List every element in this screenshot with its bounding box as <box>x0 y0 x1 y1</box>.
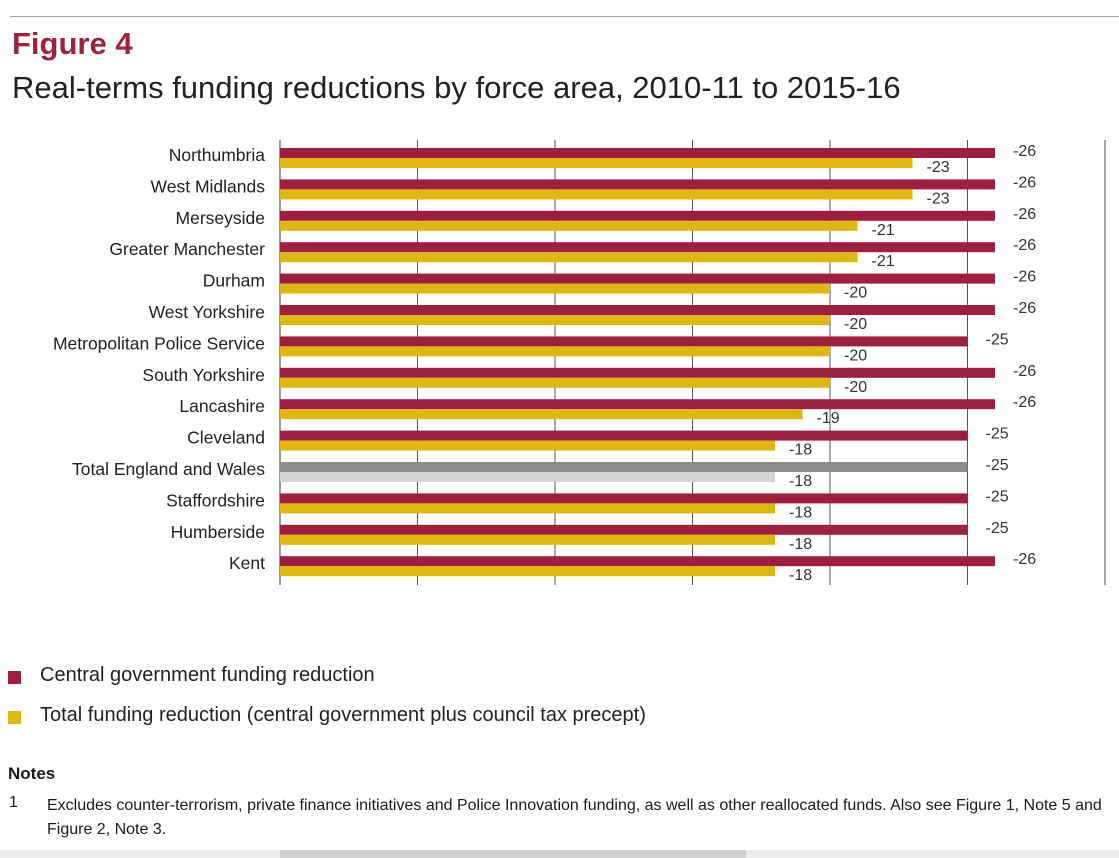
bar-central <box>280 399 995 410</box>
bar-central <box>280 367 995 378</box>
bar-central <box>280 524 968 535</box>
data-label-central: -26 <box>1013 363 1036 380</box>
bar-central <box>280 179 995 190</box>
data-label-central: -25 <box>986 426 1009 443</box>
bar-total <box>280 220 858 231</box>
bar-chart: Northumbria -26 -23 West Midlands -26 -23 Mers… <box>53 140 1106 585</box>
data-label-total: -21 <box>872 222 895 239</box>
bar-central <box>280 462 968 472</box>
bar-total <box>280 503 775 514</box>
bar-central <box>280 556 995 567</box>
data-label-central: -26 <box>1013 269 1036 286</box>
bar-central <box>280 210 995 221</box>
data-label-total: -20 <box>844 347 867 364</box>
bar-total <box>280 189 913 200</box>
bar-central <box>280 148 995 158</box>
data-label-central: -25 <box>986 520 1009 537</box>
data-label-total: -18 <box>789 504 812 521</box>
legend-label-total: Total funding reduction (central governm… <box>40 704 646 726</box>
bar-total <box>280 566 775 577</box>
data-label-total: -20 <box>844 316 867 333</box>
category-label: Metropolitan Police Service <box>53 333 265 353</box>
legend-swatch-total <box>8 711 21 724</box>
category-label: West Yorkshire <box>149 302 265 322</box>
figure-title: Real-terms funding reductions by force a… <box>12 70 901 105</box>
data-label-total: -19 <box>817 410 840 427</box>
bar-total <box>280 440 775 451</box>
data-label-total: -21 <box>872 253 895 270</box>
category-label: South Yorkshire <box>142 365 265 385</box>
legend-label-central: Central government funding reduction <box>40 664 375 686</box>
legend-swatch-central <box>8 671 21 684</box>
bar-total <box>280 534 775 545</box>
note-text: Excludes counter-terrorism, private fina… <box>47 797 1102 838</box>
data-label-central: -26 <box>1013 206 1036 223</box>
bar-total <box>280 315 830 325</box>
data-label-central: -26 <box>1013 143 1036 160</box>
data-label-central: -26 <box>1013 394 1036 411</box>
data-label-total: -23 <box>927 190 950 207</box>
figure-label: Figure 4 <box>12 26 133 61</box>
data-label-central: -26 <box>1013 300 1036 317</box>
data-label-central: -25 <box>986 457 1009 474</box>
bar-total <box>280 252 858 263</box>
category-label: Humberside <box>171 522 265 542</box>
category-label: Cleveland <box>187 428 265 448</box>
bar-total <box>280 283 830 294</box>
category-label: Durham <box>203 271 265 291</box>
data-label-total: -18 <box>789 567 812 584</box>
bar-central <box>280 430 968 441</box>
bar-total <box>280 346 830 357</box>
data-label-total: -18 <box>789 473 812 490</box>
bar-central <box>280 242 995 253</box>
data-label-central: -26 <box>1013 174 1036 191</box>
data-label-central: -26 <box>1013 551 1036 568</box>
bar-central <box>280 493 968 504</box>
bar-total <box>280 472 775 482</box>
category-label: Northumbria <box>169 145 266 165</box>
data-label-total: -20 <box>844 379 867 396</box>
bar-total <box>280 377 830 388</box>
data-label-total: -18 <box>789 536 812 553</box>
category-label: Total England and Wales <box>72 459 265 479</box>
category-label: West Midlands <box>151 176 266 196</box>
category-label: Staffordshire <box>166 490 265 510</box>
bar-total <box>280 409 803 420</box>
data-label-central: -25 <box>986 331 1009 348</box>
top-divider <box>10 16 1119 17</box>
bar-total <box>280 158 913 168</box>
horizontal-scrollbar[interactable] <box>0 850 1119 858</box>
notes-heading: Notes <box>8 764 56 783</box>
data-label-total: -23 <box>927 159 950 176</box>
data-label-total: -18 <box>789 442 812 459</box>
category-label: Lancashire <box>179 396 265 416</box>
category-label: Kent <box>229 553 265 573</box>
note-number: 1 <box>9 794 18 811</box>
bar-central <box>280 273 995 284</box>
data-label-total: -20 <box>844 285 867 302</box>
category-label: Merseyside <box>176 208 265 228</box>
bar-central <box>280 305 995 315</box>
scrollbar-thumb[interactable] <box>280 850 746 858</box>
category-label: Greater Manchester <box>109 239 265 259</box>
data-label-central: -25 <box>986 488 1009 505</box>
bar-central <box>280 336 968 347</box>
data-label-central: -26 <box>1013 237 1036 254</box>
